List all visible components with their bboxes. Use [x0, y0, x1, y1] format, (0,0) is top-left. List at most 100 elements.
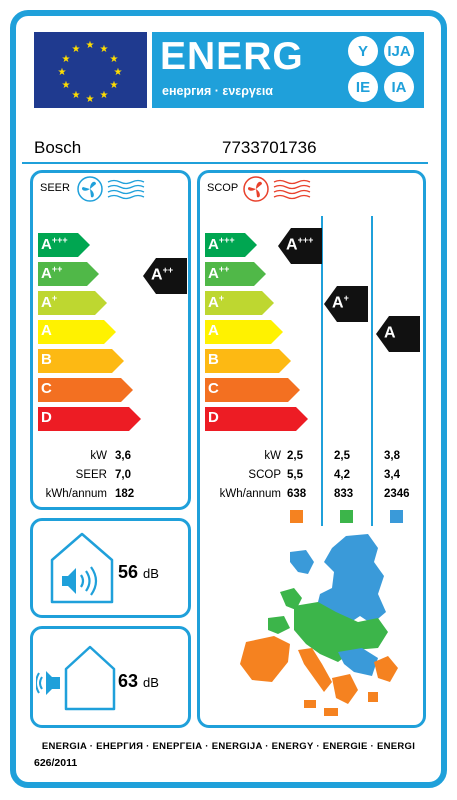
scop-cold-kwh: 2346 [384, 488, 410, 500]
scop-cold-scop: 3,4 [384, 469, 400, 481]
seer-label-kw: kW [90, 450, 107, 462]
outdoor-noise-value: 63 [118, 671, 139, 691]
lang-code-ia: IA [384, 72, 414, 102]
seer-class-arrow-label: C [41, 380, 52, 397]
lang-code-ie: IE [348, 72, 378, 102]
scop-class-arrow: A++ [205, 262, 266, 286]
scop-average-kwh: 833 [334, 488, 354, 500]
regulation-number: 626/2011 [34, 757, 78, 769]
scop-class-arrow-label: A+++ [208, 235, 235, 253]
scop-class-arrow-label: D [208, 409, 219, 426]
scop-warm-class-indicator: A+++ [278, 228, 322, 264]
seer-class-arrow: B [38, 349, 124, 373]
seer-class-main: A [151, 266, 163, 284]
outdoor-noise-unit: dB [143, 675, 159, 690]
svg-text:★: ★ [100, 90, 109, 101]
svg-text:★: ★ [62, 80, 71, 91]
scop-average-class-main: A [332, 294, 344, 312]
seer-value-kw: 3,6 [115, 450, 131, 462]
seer-label-kwh: kWh/annum [45, 488, 107, 500]
seer-value-kwh: 182 [115, 488, 135, 500]
zone-divider-2 [371, 216, 373, 526]
scop-average-kw: 2,5 [334, 450, 350, 462]
seer-title: SEER [40, 182, 70, 194]
scop-class-arrow: B [205, 349, 291, 373]
scop-cold-kw: 3,8 [384, 450, 400, 462]
scop-class-arrow: D [205, 407, 308, 431]
energy-title-box: ENERG енергия · ενεργεια Y IJA IE IA [152, 32, 424, 108]
scop-title: SCOP [207, 182, 239, 194]
scop-class-arrow-label: C [208, 380, 219, 397]
outdoor-noise-level: 63 dB [118, 671, 159, 692]
model-identifier: 7733701736 [222, 138, 317, 157]
svg-text:★: ★ [72, 90, 81, 101]
seer-class-arrow-label: A+ [41, 293, 58, 311]
eu-flag-icon: ★ ★ ★ ★ ★ ★ ★ ★ ★ ★ ★ ★ [34, 32, 147, 108]
fan-heat-icon [243, 176, 311, 202]
seer-class-arrow-label: A+++ [41, 235, 68, 253]
svg-text:★: ★ [114, 67, 123, 78]
indoor-noise-level: 56 dB [118, 562, 159, 583]
scop-cold-class-indicator: A [376, 316, 420, 352]
scop-warm-class-sup: +++ [297, 235, 314, 245]
seer-class-arrow-label: A++ [41, 264, 63, 282]
label-header: ★ ★ ★ ★ ★ ★ ★ ★ ★ ★ ★ ★ ENERG енергия · … [22, 22, 428, 112]
scop-warm-kwh: 638 [287, 488, 307, 500]
footer-languages: ENERGIA · ЕНЕРГИЯ · ΕΝΕΡΓΕΙΑ · ENERGIJA … [41, 741, 416, 752]
energy-subtitle: енергия · ενεργεια [162, 84, 273, 98]
svg-text:★: ★ [100, 44, 109, 55]
outdoor-speaker-icon [36, 645, 116, 711]
scop-label-scop: SCOP [248, 469, 281, 481]
svg-text:★: ★ [62, 54, 71, 65]
lang-code-y: Y [348, 36, 378, 66]
fan-cool-icon [77, 176, 145, 202]
indoor-noise-unit: dB [143, 566, 159, 581]
scop-warm-scop: 5,5 [287, 469, 303, 481]
scop-warm-kw: 2,5 [287, 450, 303, 462]
scop-label-kw: kW [264, 450, 281, 462]
scop-class-arrow-label: A [208, 322, 219, 339]
seer-class-arrow: A+++ [38, 233, 90, 257]
seer-class-arrow: C [38, 378, 133, 402]
scop-class-arrow: A+++ [205, 233, 257, 257]
seer-class-arrow: A++ [38, 262, 99, 286]
seer-class-arrow-label: A [41, 322, 52, 339]
lang-code-ija: IJA [384, 36, 414, 66]
svg-text:★: ★ [72, 44, 81, 55]
seer-value-seer: 7,0 [115, 469, 131, 481]
svg-text:★: ★ [58, 67, 67, 78]
scop-class-arrow: A [205, 320, 283, 344]
svg-text:★: ★ [110, 80, 119, 91]
scop-class-arrow-label: B [208, 351, 219, 368]
europe-map-icon [240, 534, 398, 716]
scop-class-arrow-label: A+ [208, 293, 225, 311]
scop-class-arrow: A+ [205, 291, 274, 315]
seer-class-arrow-label: B [41, 351, 52, 368]
seer-class-indicator: A++ [143, 258, 187, 294]
scop-class-arrow: C [205, 378, 300, 402]
seer-class-sup: ++ [162, 265, 174, 275]
svg-text:★: ★ [86, 94, 95, 105]
seer-class-arrow-label: D [41, 409, 52, 426]
header-divider [22, 162, 428, 164]
svg-text:★: ★ [86, 40, 95, 51]
seer-class-arrow: A+ [38, 291, 107, 315]
energy-title: ENERG [160, 35, 304, 78]
supplier-name: Bosch [34, 138, 82, 157]
indoor-noise-value: 56 [118, 562, 139, 582]
scop-class-arrow-label: A++ [208, 264, 230, 282]
scop-warm-class-main: A [286, 236, 298, 254]
zone-divider-1 [321, 216, 323, 526]
indoor-speaker-icon [50, 532, 114, 604]
seer-label-seer: SEER [75, 469, 107, 481]
scop-average-class-indicator: A+ [324, 286, 368, 322]
scop-average-scop: 4,2 [334, 469, 350, 481]
seer-class-arrow: A [38, 320, 116, 344]
scop-cold-class-main: A [384, 324, 396, 342]
average-zone-swatch [340, 510, 353, 523]
cold-zone-swatch [390, 510, 403, 523]
scop-label-kwh: kWh/annum [219, 488, 281, 500]
seer-class-arrow: D [38, 407, 141, 431]
svg-text:★: ★ [110, 54, 119, 65]
warm-zone-swatch [290, 510, 303, 523]
